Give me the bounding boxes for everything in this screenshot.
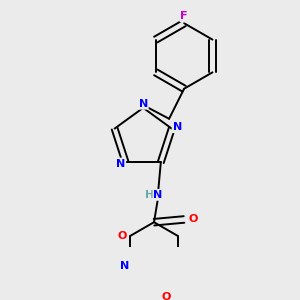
Text: O: O [189, 214, 198, 224]
Text: N: N [120, 261, 130, 271]
Text: O: O [162, 292, 171, 300]
Text: N: N [116, 158, 125, 169]
Text: N: N [154, 190, 163, 200]
Text: F: F [180, 11, 188, 21]
Text: O: O [118, 231, 127, 241]
Text: N: N [172, 122, 182, 132]
Text: N: N [139, 99, 148, 109]
Text: H: H [145, 190, 154, 200]
